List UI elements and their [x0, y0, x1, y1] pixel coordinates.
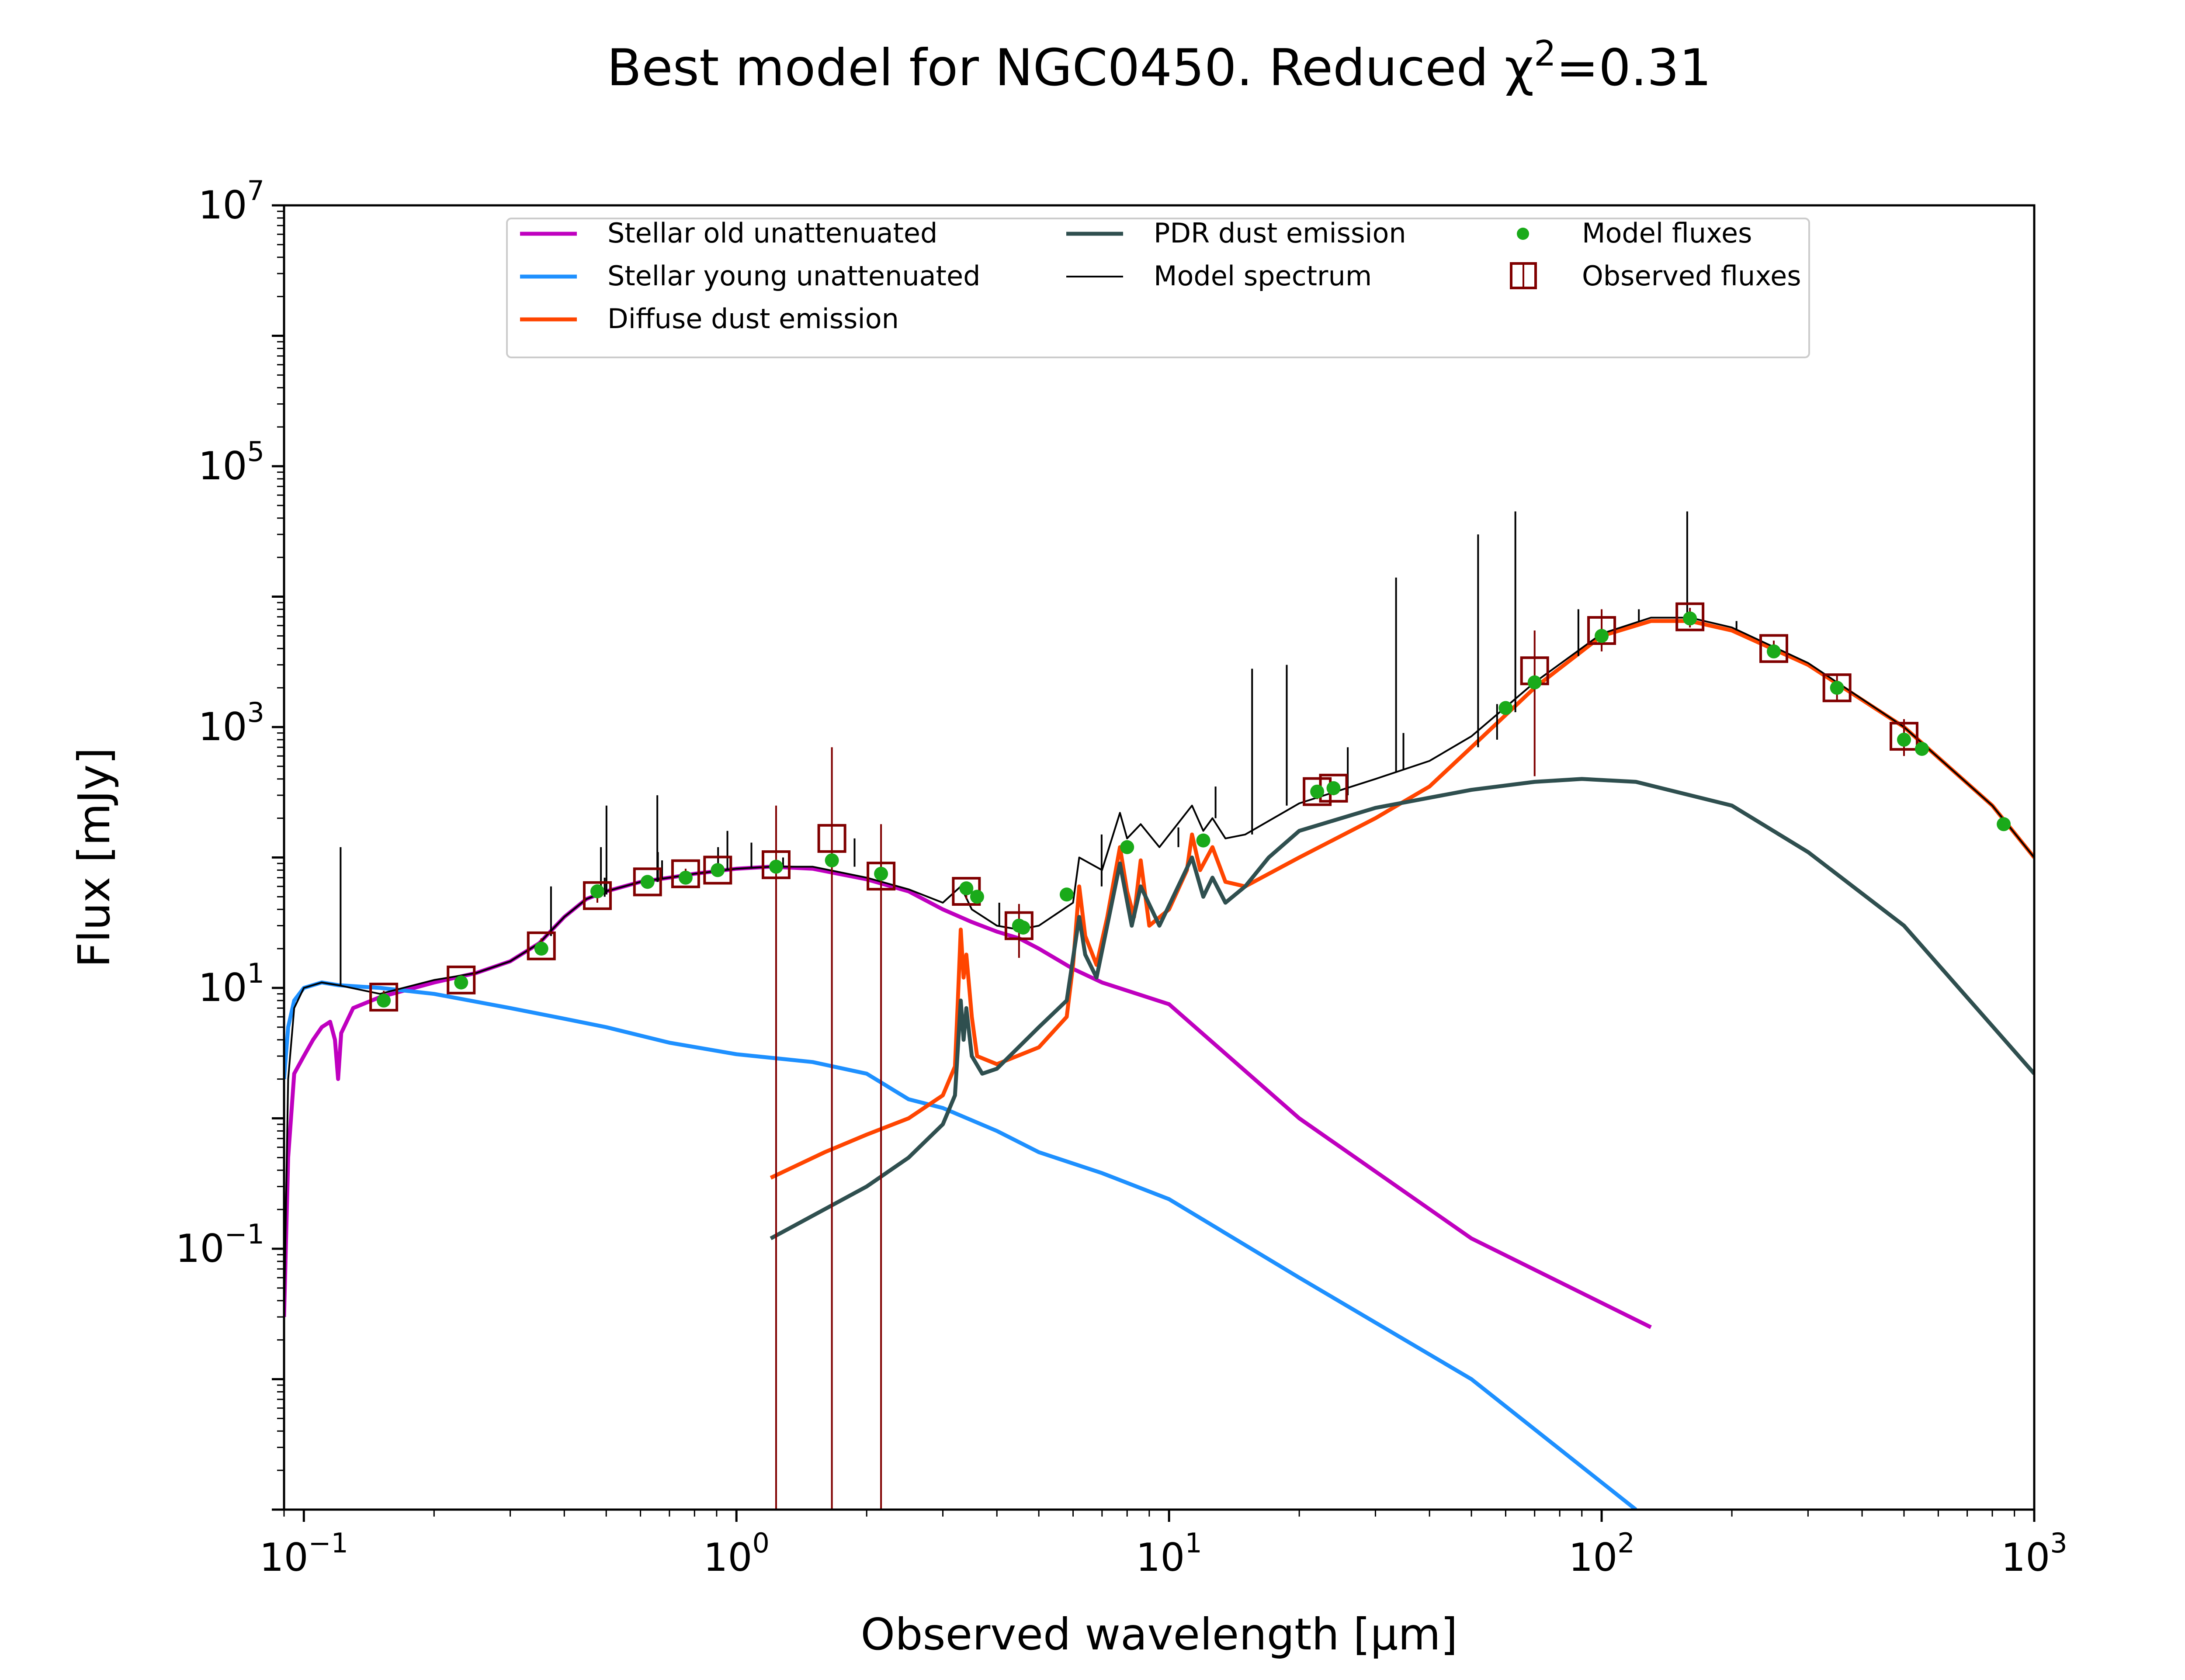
model-flux-0 — [377, 993, 391, 1008]
series-line-1 — [284, 980, 1637, 1510]
y-tick-label-3: 105 — [198, 436, 264, 488]
model-flux-8 — [825, 853, 839, 868]
observed-flux-6 — [703, 856, 732, 885]
observed-flux-3 — [583, 881, 612, 910]
model-flux-6 — [711, 863, 725, 877]
y-tick-label-4: 107 — [198, 175, 264, 228]
model-flux-11 — [970, 890, 984, 904]
observed-flux-8 — [817, 824, 846, 853]
legend-entry-4: Model spectrum — [1066, 260, 1372, 292]
observed-flux-2 — [527, 931, 556, 960]
model-flux-7 — [769, 859, 783, 874]
legend-entry-5: Model fluxes — [1517, 217, 1752, 249]
model-flux-19 — [1498, 701, 1513, 715]
legend-label-6: Observed fluxes — [1582, 260, 1801, 292]
model-flux-3 — [590, 884, 604, 899]
series-line-2 — [770, 619, 2034, 1180]
series-line-0 — [284, 865, 1652, 1329]
model-flux-9 — [874, 866, 888, 881]
model-flux-15 — [1120, 840, 1134, 854]
legend-swatch-5 — [1517, 228, 1529, 240]
legend-entry-6: Observed fluxes — [1510, 260, 1801, 292]
observed-flux-9 — [867, 862, 896, 891]
model-flux-13 — [1016, 920, 1030, 935]
chart-title: Best model for NGC0450. Reduced χ2=0.31 — [607, 33, 1712, 97]
plot-frame — [283, 204, 2036, 1511]
legend-label-1: Stellar young unattenuated — [607, 260, 980, 292]
series-line-3 — [770, 777, 2034, 1240]
legend-label-3: PDR dust emission — [1154, 217, 1406, 249]
y-tick-label-1: 101 — [198, 957, 264, 1010]
model-flux-4 — [640, 875, 655, 889]
x-tick-label-4: 103 — [2001, 1527, 2067, 1580]
x-tick-label-1: 100 — [704, 1527, 770, 1580]
model-flux-18 — [1326, 781, 1341, 795]
legend-label-4: Model spectrum — [1154, 260, 1372, 292]
legend-label-2: Diffuse dust emission — [607, 303, 899, 335]
model-flux-17 — [1310, 784, 1325, 799]
model-flux-14 — [1059, 887, 1074, 902]
observed-flux-5 — [671, 859, 700, 888]
legend-entry-2: Diffuse dust emission — [520, 303, 899, 335]
legend: Stellar old unattenuated Stellar young un… — [506, 217, 1810, 358]
plot-area — [284, 511, 2034, 1510]
y-tick-label-0: 10−1 — [176, 1218, 264, 1271]
legend-entry-0: Stellar old unattenuated — [520, 217, 937, 249]
observed-flux-0 — [369, 983, 399, 1012]
legend-label-5: Model fluxes — [1582, 217, 1752, 249]
legend-entry-3: PDR dust emission — [1066, 217, 1406, 249]
observed-flux-11 — [1004, 911, 1034, 940]
legend-label-0: Stellar old unattenuated — [607, 217, 937, 249]
model-flux-10 — [959, 881, 974, 896]
observed-flux-7 — [761, 850, 791, 880]
observed-flux-16 — [1675, 602, 1705, 631]
x-axis-label: Observed wavelength [μm] — [860, 1609, 1457, 1660]
observed-flux-4 — [633, 867, 662, 897]
series-line-4 — [284, 617, 2034, 1317]
model-flux-21 — [1595, 629, 1609, 643]
model-flux-2 — [534, 942, 548, 956]
model-flux-23 — [1767, 644, 1781, 658]
model-flux-22 — [1683, 611, 1697, 626]
model-flux-16 — [1196, 833, 1210, 848]
observed-flux-19 — [1890, 722, 1919, 751]
y-axis-label: Flux [mJy] — [69, 748, 120, 968]
model-flux-27 — [1997, 817, 2011, 831]
model-flux-25 — [1897, 732, 1911, 747]
legend-box — [506, 218, 1810, 358]
model-flux-20 — [1527, 675, 1542, 689]
axes: 10−1 100 101 102 103 10−1 101 103 105 107 — [176, 175, 2067, 1580]
model-flux-26 — [1914, 741, 1929, 756]
model-flux-1 — [454, 975, 468, 990]
model-flux-5 — [678, 870, 693, 885]
observed-flux-18 — [1822, 673, 1852, 703]
model-flux-24 — [1830, 681, 1844, 695]
x-tick-label-2: 101 — [1136, 1527, 1202, 1580]
y-tick-label-2: 103 — [198, 696, 264, 749]
legend-entry-1: Stellar young unattenuated — [520, 260, 980, 292]
x-tick-label-3: 102 — [1568, 1527, 1634, 1580]
observed-flux-15 — [1587, 616, 1616, 645]
x-tick-label-0: 10−1 — [260, 1527, 348, 1580]
observed-flux-1 — [447, 965, 476, 994]
observed-flux-17 — [1759, 634, 1789, 663]
